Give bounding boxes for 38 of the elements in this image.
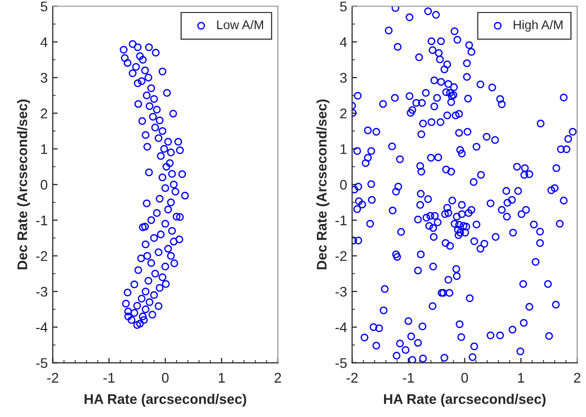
y-tick-label: -1 (36, 216, 48, 226)
y-tick-label: -1 (336, 216, 347, 226)
y-tick-label: 4 (340, 37, 347, 47)
legend-label: High A/M (514, 20, 562, 32)
y-tick-label: 1 (340, 144, 347, 154)
y-tick-label: 4 (40, 37, 48, 47)
y-tick-label: -5 (336, 358, 347, 368)
x-tick-label: 2 (274, 372, 281, 383)
x-tick-label: 2 (574, 372, 580, 383)
x-tick-label: 0 (461, 372, 468, 383)
legend-label: Low A/M (217, 20, 264, 30)
x-tick-label: 1 (218, 373, 225, 383)
y-axis-title: Dec Rate (Arcsecond/sec) (17, 100, 30, 270)
x-tick-label: -1 (402, 373, 414, 383)
y-tick-label: -2 (36, 251, 48, 261)
y-tick-label: 2 (40, 108, 48, 118)
y-axis-title: Dec Rate (Arcsecond/sec) (316, 100, 330, 270)
y-tick-label: -4 (336, 322, 347, 332)
y-tick-label: 5 (340, 2, 347, 12)
y-tick-label: 0 (340, 180, 347, 190)
x-axis-title: HA Rate (arcsecond/sec) (384, 394, 546, 407)
y-tick-label: 0 (40, 180, 48, 190)
x-tick-label: 1 (518, 373, 524, 383)
y-tick-label: -4 (36, 322, 48, 332)
y-tick-label: -3 (36, 286, 48, 297)
x-tick-label: -1 (103, 373, 115, 383)
y-tick-label: -3 (336, 286, 347, 297)
x-tick-label: 0 (162, 372, 169, 383)
x-tick-label: -2 (47, 372, 58, 383)
y-tick-label: 3 (340, 72, 347, 83)
y-tick-label: 1 (41, 144, 48, 154)
y-tick-label: 2 (340, 108, 347, 118)
y-tick-label: 3 (40, 72, 48, 83)
x-tick-label: -2 (346, 372, 358, 383)
y-tick-label: -5 (36, 358, 48, 368)
y-tick-label: -2 (336, 251, 347, 261)
y-tick-label: 5 (40, 2, 48, 12)
x-axis-title: HA Rate (arcsecond/sec) (84, 394, 246, 407)
